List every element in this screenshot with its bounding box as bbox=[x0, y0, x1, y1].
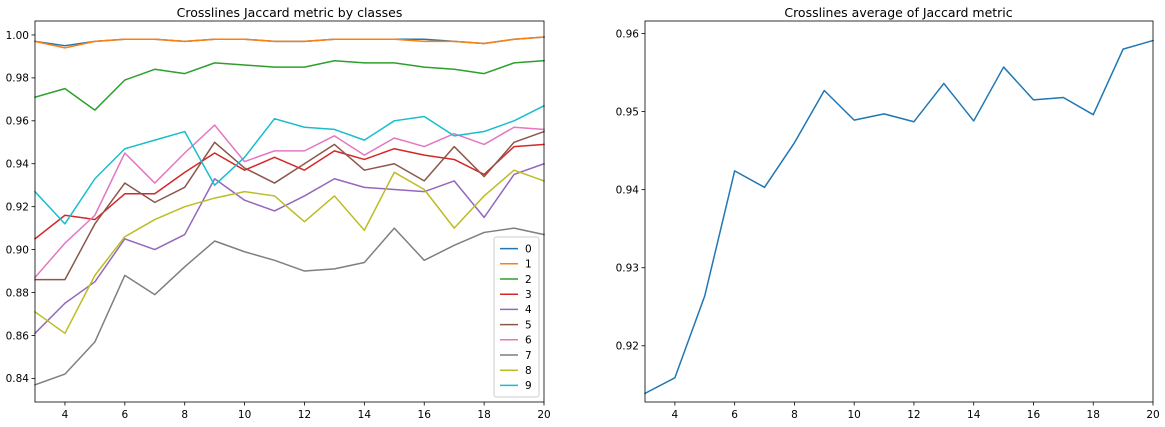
plot-area: 4 6 8 10 12 14 16 18 20 0.92 0.93 0.94 0.95 0.96 bbox=[616, 28, 1160, 421]
legend: 0 1 2 3 4 5 6 7 8 9 bbox=[493, 236, 540, 398]
legend-frame bbox=[493, 236, 540, 398]
x-tick-label: 18 bbox=[477, 409, 490, 421]
x-tick-label: 14 bbox=[358, 409, 372, 421]
x-tick-label: 8 bbox=[791, 409, 798, 421]
x-tick-label: 14 bbox=[967, 409, 981, 421]
y-tick-label: 0.90 bbox=[6, 244, 29, 256]
legend-label: 3 bbox=[525, 289, 532, 301]
y-tick-label: 0.96 bbox=[6, 116, 30, 128]
series-line-1 bbox=[34, 36, 545, 49]
axes-frame bbox=[644, 20, 1154, 403]
plot-area: 4 6 8 10 12 14 16 18 200.840.860.880.900.920.940… bbox=[6, 30, 551, 421]
series-line-7 bbox=[34, 227, 545, 386]
x-tick-label: 20 bbox=[537, 409, 550, 421]
x-tick-label: 6 bbox=[121, 409, 128, 421]
x-tick-label: 6 bbox=[731, 409, 738, 421]
series-line-average bbox=[643, 39, 1154, 395]
y-tick-label: 0.92 bbox=[616, 341, 639, 353]
series-line-5 bbox=[34, 130, 545, 281]
x-tick-label: 12 bbox=[298, 409, 311, 421]
legend-label: 1 bbox=[525, 259, 532, 271]
series-line-9 bbox=[33, 104, 546, 225]
series-line-4 bbox=[33, 162, 545, 335]
y-tick-label: 0.93 bbox=[616, 263, 639, 275]
legend-label: 5 bbox=[525, 319, 532, 331]
series-line-2 bbox=[34, 59, 545, 111]
x-tick-label: 10 bbox=[238, 409, 251, 421]
y-tick-label: 0.84 bbox=[6, 373, 30, 385]
series-line-3 bbox=[33, 143, 545, 240]
axes-frame bbox=[34, 20, 545, 403]
x-tick-label: 8 bbox=[181, 409, 188, 421]
x-tick-label: 10 bbox=[847, 409, 860, 421]
legend-label: 9 bbox=[525, 380, 532, 392]
y-tick-label: 0.95 bbox=[616, 106, 639, 118]
legend-label: 6 bbox=[525, 335, 532, 347]
y-tick-label: 1.00 bbox=[6, 30, 29, 42]
chart-by-classes: Crosslines Jaccard metric by classes 4 6 8… bbox=[6, 5, 551, 421]
chart-title: Crosslines Jaccard metric by classes bbox=[177, 5, 403, 20]
y-tick-label: 0.94 bbox=[616, 184, 640, 196]
y-tick-label: 0.96 bbox=[616, 28, 640, 40]
y-tick-label: 0.92 bbox=[6, 201, 29, 213]
y-tick-label: 0.88 bbox=[6, 287, 29, 299]
x-tick-label: 16 bbox=[418, 409, 432, 421]
legend-label: 2 bbox=[525, 274, 532, 286]
x-tick-label: 4 bbox=[62, 409, 69, 421]
series-line-8 bbox=[33, 169, 545, 335]
chart-average: Crosslines average of Jaccard metric 4 6 8… bbox=[616, 5, 1160, 421]
y-tick-label: 0.94 bbox=[6, 159, 30, 171]
x-tick-label: 4 bbox=[672, 409, 679, 421]
x-tick-label: 16 bbox=[1027, 409, 1041, 421]
y-tick-label: 0.86 bbox=[6, 330, 30, 342]
legend-label: 7 bbox=[525, 350, 532, 362]
legend-label: 8 bbox=[525, 365, 532, 377]
legend-label: 0 bbox=[525, 243, 532, 255]
legend-label: 4 bbox=[525, 304, 532, 316]
x-tick-label: 18 bbox=[1087, 409, 1100, 421]
chart-title: Crosslines average of Jaccard metric bbox=[784, 5, 1012, 20]
x-tick-label: 20 bbox=[1146, 409, 1159, 421]
x-tick-label: 12 bbox=[907, 409, 920, 421]
y-tick-label: 0.98 bbox=[6, 73, 29, 85]
